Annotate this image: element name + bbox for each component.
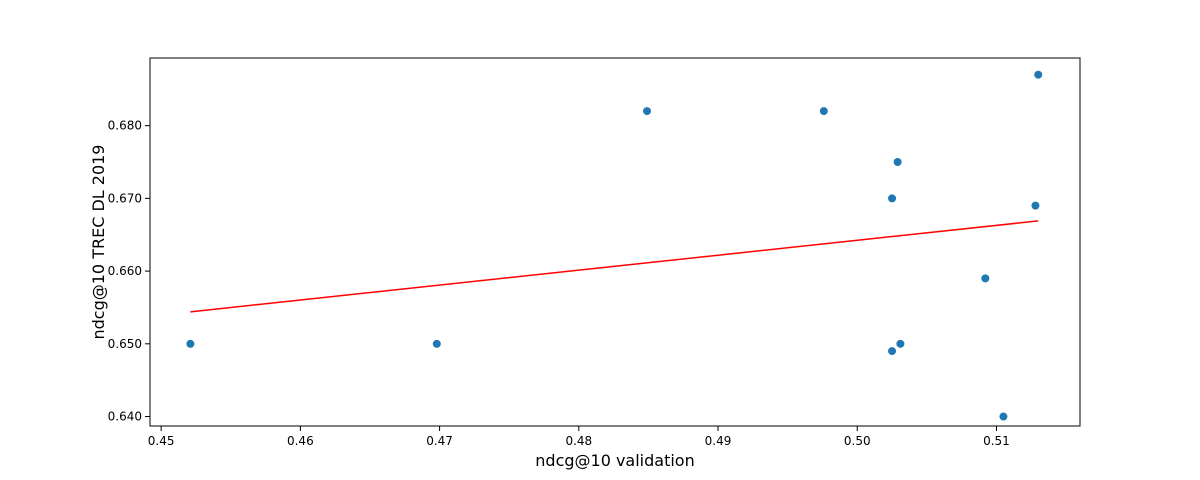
x-tick-label: 0.46 <box>287 434 314 448</box>
data-point <box>888 194 897 203</box>
data-point <box>893 158 902 166</box>
y-tick-label: 0.660 <box>108 264 142 278</box>
points-layer <box>186 70 1043 421</box>
y-tick-label: 0.680 <box>108 119 142 133</box>
data-point <box>643 107 652 116</box>
x-tick-label: 0.51 <box>983 434 1010 448</box>
data-point <box>1031 201 1040 210</box>
x-tick-label: 0.50 <box>844 434 871 448</box>
x-tick-label: 0.47 <box>426 434 453 448</box>
data-point <box>999 412 1008 421</box>
data-point <box>819 107 828 116</box>
y-tick-label: 0.640 <box>108 410 142 424</box>
data-point <box>888 347 897 356</box>
trend-line <box>190 220 1039 313</box>
y-tick-label: 0.670 <box>108 191 142 205</box>
x-tick-label: 0.48 <box>565 434 592 448</box>
x-axis-ticks: 0.45 0.46 0.47 0.48 0.49 0.50 0.51 <box>148 426 1010 448</box>
x-tick-label: 0.45 <box>148 434 175 448</box>
data-point <box>432 339 441 348</box>
x-axis-label: ndcg@10 validation <box>535 451 694 470</box>
data-point <box>981 274 990 283</box>
data-point <box>186 339 195 348</box>
x-tick-label: 0.49 <box>705 434 732 448</box>
y-axis-label: ndcg@10 TREC DL 2019 <box>89 145 108 340</box>
plot-frame <box>149 57 1081 427</box>
y-axis-ticks: 0.640 0.650 0.660 0.670 0.680 <box>108 119 150 424</box>
y-tick-label: 0.650 <box>108 337 142 351</box>
data-point <box>1034 70 1043 79</box>
data-point <box>896 339 905 348</box>
trend-line-layer <box>190 220 1039 313</box>
